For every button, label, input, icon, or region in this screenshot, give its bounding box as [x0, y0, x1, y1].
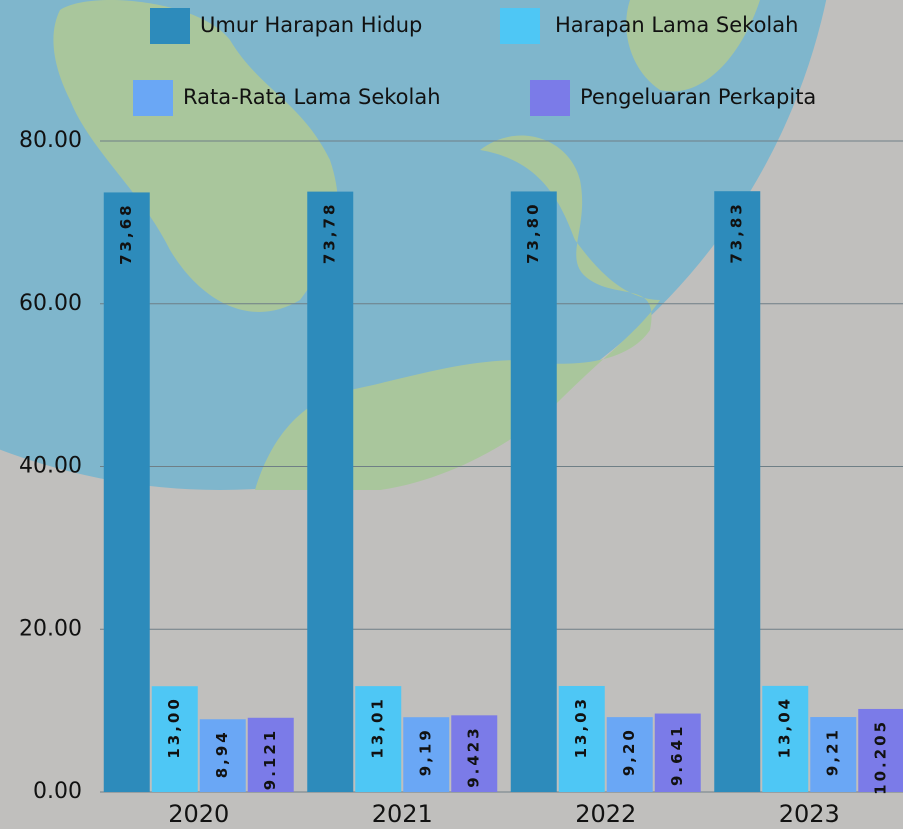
legend-swatch [150, 8, 190, 44]
bar [403, 717, 450, 792]
value-label: 9.121 [261, 728, 279, 790]
value-label: 73,68 [117, 202, 135, 264]
value-label: 9,20 [620, 727, 638, 776]
value-label: 73,80 [524, 201, 542, 263]
x-tick-label: 2020 [168, 800, 229, 828]
y-tick-label: 20.00 [19, 616, 82, 641]
bar [762, 685, 809, 792]
bar [103, 192, 150, 792]
bar [558, 685, 605, 792]
bar [247, 717, 294, 792]
bar [510, 191, 557, 792]
x-tick-label: 2022 [575, 800, 636, 828]
legend-label: Pengeluaran Perkapita [580, 85, 816, 109]
bar [355, 686, 402, 792]
bar [151, 686, 198, 792]
legend-label: Harapan Lama Sekolah [555, 13, 798, 37]
bar [199, 719, 246, 792]
x-tick-label: 2023 [779, 800, 840, 828]
value-label: 9.641 [668, 724, 686, 786]
value-label: 13,00 [165, 696, 183, 758]
y-tick-label: 40.00 [19, 454, 82, 479]
bar [714, 191, 761, 792]
legend-label: Rata-Rata Lama Sekolah [183, 85, 441, 109]
value-label: 13,03 [572, 696, 590, 758]
value-label: 9,21 [824, 727, 842, 776]
y-tick-label: 0.00 [33, 779, 82, 804]
value-label: 9,19 [417, 727, 435, 776]
bar [606, 717, 653, 792]
bar [810, 717, 857, 792]
bar [307, 191, 354, 793]
background-map [0, 0, 827, 491]
value-label: 73,78 [321, 202, 339, 264]
bar [451, 715, 498, 792]
value-label: 13,04 [776, 696, 794, 758]
y-tick-label: 80.00 [19, 128, 82, 153]
legend-label: Umur Harapan Hidup [200, 13, 422, 37]
legend-swatch [530, 80, 570, 116]
value-label: 13,01 [369, 696, 387, 758]
bar [654, 713, 701, 792]
value-label: 8,94 [213, 729, 231, 778]
value-label: 10.205 [872, 719, 890, 795]
bar [858, 708, 903, 792]
y-tick-label: 60.00 [19, 291, 82, 316]
legend-swatch [133, 80, 173, 116]
x-tick-label: 2021 [372, 800, 433, 828]
value-label: 73,83 [728, 201, 746, 263]
legend-swatch [500, 8, 540, 44]
value-label: 9.423 [465, 725, 483, 787]
